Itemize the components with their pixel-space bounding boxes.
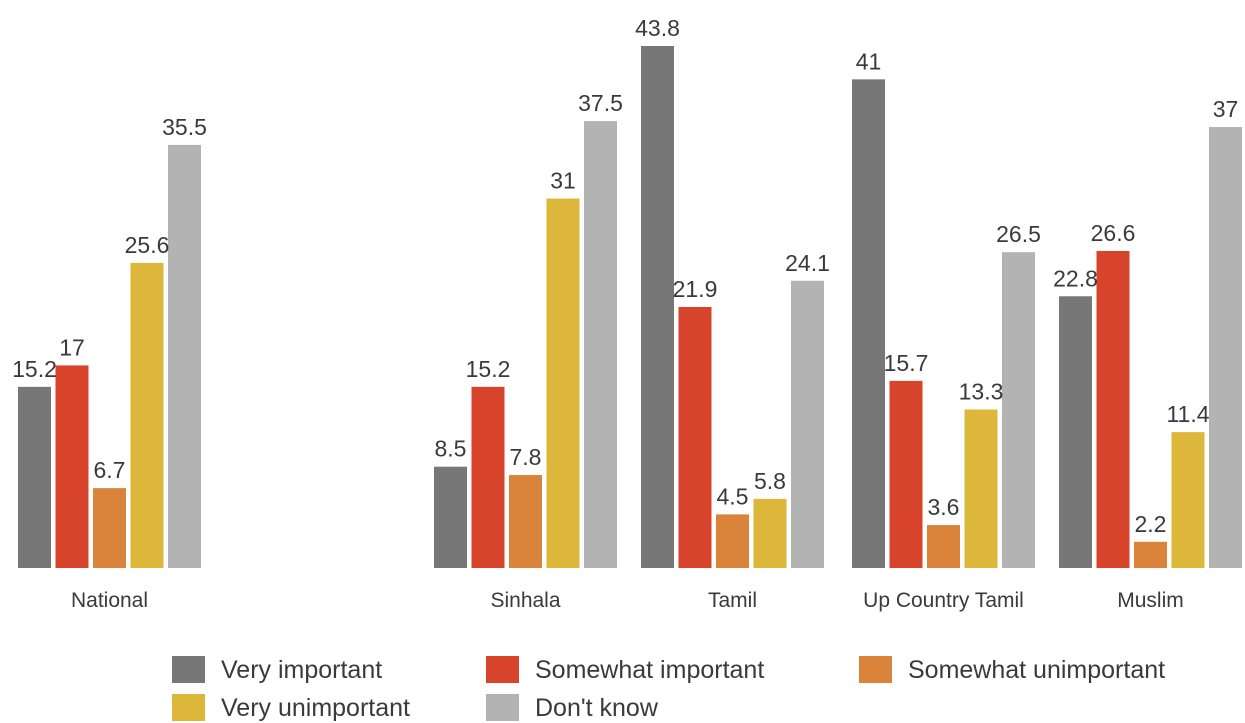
data-label: 31 (550, 168, 576, 194)
category-label: Up Country Tamil (863, 589, 1024, 612)
bars-layer (18, 46, 1242, 569)
bar (678, 307, 712, 568)
category-label: Muslim (1117, 589, 1184, 612)
bar (964, 409, 998, 568)
data-label: 25.6 (125, 232, 170, 258)
legend-swatch (172, 694, 205, 721)
data-label: 37 (1213, 96, 1239, 122)
bar (1134, 541, 1167, 568)
bar (1209, 127, 1242, 568)
data-label: 17 (59, 334, 85, 360)
data-label: 35.5 (162, 114, 207, 140)
bar (93, 488, 126, 568)
value-labels-layer: 15.2176.725.635.58.515.27.83137.543.821.… (12, 15, 1238, 537)
category-labels-layer: National Sinhala Tamil Up Country Tamil Musl… (71, 589, 1184, 612)
legend-label: Somewhat unimportant (908, 656, 1165, 684)
bar (791, 280, 824, 568)
bar (168, 144, 201, 569)
bar (927, 525, 960, 568)
data-label: 7.8 (510, 444, 542, 470)
data-label: 15.2 (466, 356, 511, 382)
bar (1171, 432, 1205, 568)
data-label: 15.2 (12, 356, 57, 382)
data-label: 26.6 (1091, 220, 1136, 246)
data-label: 5.8 (754, 468, 786, 494)
bar (1096, 250, 1130, 568)
data-label: 21.9 (673, 276, 718, 302)
bar (130, 262, 164, 568)
category-label: Sinhala (490, 589, 560, 612)
bar (1059, 296, 1092, 568)
data-label: 8.5 (435, 436, 467, 462)
bar (434, 466, 467, 568)
bar (509, 475, 542, 568)
bar (716, 514, 749, 568)
bar (889, 380, 923, 568)
category-label: Tamil (708, 589, 757, 612)
legend-label: Very unimportant (221, 694, 410, 722)
legend-swatch (859, 656, 892, 683)
data-label: 26.5 (996, 221, 1041, 247)
bar (1002, 252, 1035, 568)
data-label: 22.8 (1053, 265, 1098, 291)
data-label: 13.3 (959, 378, 1004, 404)
legend-swatch (172, 656, 205, 683)
legend-label: Somewhat important (535, 656, 764, 684)
legend-label: Don't know (535, 694, 659, 722)
data-label: 37.5 (578, 90, 623, 116)
category-label: National (71, 589, 148, 612)
data-label: 24.1 (785, 250, 830, 276)
bar (753, 498, 787, 568)
data-label: 41 (856, 48, 882, 74)
bar (18, 386, 51, 568)
bar (584, 121, 617, 569)
bar (546, 198, 580, 568)
legend-swatch (486, 694, 519, 721)
bar (852, 79, 885, 568)
data-label: 3.6 (928, 494, 960, 520)
data-label: 2.2 (1135, 511, 1167, 537)
legend-swatch (486, 656, 519, 683)
legend: Very important Somewhat important Somewhat… (172, 656, 1165, 722)
bar (471, 386, 505, 568)
data-label: 15.7 (884, 350, 929, 376)
data-label: 43.8 (635, 15, 680, 41)
data-label: 6.7 (94, 457, 126, 483)
legend-label: Very important (221, 656, 382, 684)
bar (641, 46, 674, 568)
data-label: 4.5 (717, 483, 749, 509)
data-label: 11.4 (1166, 401, 1209, 427)
bar (55, 365, 89, 568)
